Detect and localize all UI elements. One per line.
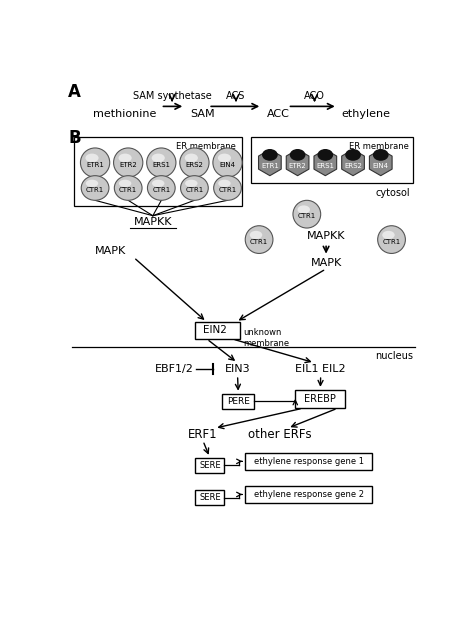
Text: ERS2: ERS2 [185,162,203,168]
Text: MAPKK: MAPKK [134,217,172,227]
Text: EIN4: EIN4 [219,162,236,168]
Text: ethylene response gene 1: ethylene response gene 1 [254,457,364,466]
Ellipse shape [146,148,176,177]
Ellipse shape [81,176,109,201]
Text: SAM: SAM [190,109,214,119]
Text: PERE: PERE [227,397,250,406]
Text: EIN3: EIN3 [225,364,250,374]
Bar [251,137,413,183]
Ellipse shape [214,176,241,201]
Ellipse shape [218,154,231,162]
Text: SAM synthetase: SAM synthetase [133,91,211,101]
Text: EIN2: EIN2 [203,325,227,336]
Ellipse shape [293,201,321,228]
Ellipse shape [213,148,242,177]
Text: methionine: methionine [93,109,156,119]
Polygon shape [369,149,392,176]
Bar [195,490,225,505]
Text: ACS: ACS [226,91,246,101]
Polygon shape [314,149,337,176]
Text: ETR2: ETR2 [119,162,137,168]
Ellipse shape [81,148,109,177]
Bar [74,137,242,207]
Bar [245,453,372,470]
Text: A: A [68,83,81,101]
Ellipse shape [147,176,175,201]
Ellipse shape [250,231,262,239]
Text: ER membrane: ER membrane [176,142,236,151]
Text: unknown
membrane: unknown membrane [244,328,290,347]
Ellipse shape [152,180,164,187]
Text: ACO: ACO [304,91,325,101]
Ellipse shape [345,149,361,161]
Ellipse shape [262,149,278,161]
Ellipse shape [245,226,273,254]
Text: B: B [68,130,81,147]
Text: ETR1: ETR1 [261,163,279,168]
Polygon shape [342,149,365,176]
Polygon shape [286,149,309,176]
Text: CTR1: CTR1 [119,188,137,193]
Text: MAPKK: MAPKK [307,231,346,241]
Text: SERE: SERE [199,493,220,502]
Text: SERE: SERE [199,461,220,470]
Ellipse shape [114,148,143,177]
Text: EREBP: EREBP [304,394,336,404]
Text: CTR1: CTR1 [219,188,237,193]
Ellipse shape [373,149,389,161]
Text: ERF1: ERF1 [188,428,218,441]
Bar [295,390,346,408]
Text: ethylene: ethylene [341,109,391,119]
Bar [195,322,240,339]
Ellipse shape [382,231,395,239]
Bar [222,394,255,409]
Text: ERS2: ERS2 [344,163,362,168]
Text: EBF1/2: EBF1/2 [155,364,194,374]
Text: CTR1: CTR1 [152,188,171,193]
Text: ER membrane: ER membrane [348,142,409,151]
Text: ERS1: ERS1 [316,163,334,168]
Text: CTR1: CTR1 [383,239,401,245]
Ellipse shape [152,154,165,162]
Ellipse shape [185,154,198,162]
Ellipse shape [185,180,198,187]
Text: ERS1: ERS1 [152,162,170,168]
Ellipse shape [318,149,333,161]
Text: ethylene response gene 2: ethylene response gene 2 [254,490,364,499]
Ellipse shape [114,176,142,201]
Text: EIL1 EIL2: EIL1 EIL2 [295,364,346,374]
Text: ACC: ACC [267,109,290,119]
Text: ETR2: ETR2 [289,163,307,168]
Ellipse shape [378,226,405,254]
Text: CTR1: CTR1 [250,239,268,245]
Ellipse shape [181,176,208,201]
Text: CTR1: CTR1 [185,188,203,193]
Text: nucleus: nucleus [375,351,413,361]
Text: other ERFs: other ERFs [248,428,312,441]
Text: MAPK: MAPK [95,246,126,256]
Text: EIN4: EIN4 [373,163,389,168]
Ellipse shape [218,180,231,187]
Ellipse shape [85,154,99,162]
Bar [195,457,225,473]
Ellipse shape [119,180,131,187]
Ellipse shape [298,205,310,213]
Text: ETR1: ETR1 [86,162,104,168]
Bar [245,486,372,503]
Text: cytosol: cytosol [375,188,410,198]
Ellipse shape [290,149,305,161]
Polygon shape [258,149,281,176]
Text: CTR1: CTR1 [86,188,104,193]
Ellipse shape [118,154,132,162]
Ellipse shape [180,148,209,177]
Text: MAPK: MAPK [310,258,342,268]
Text: CTR1: CTR1 [298,213,316,220]
Ellipse shape [86,180,98,187]
